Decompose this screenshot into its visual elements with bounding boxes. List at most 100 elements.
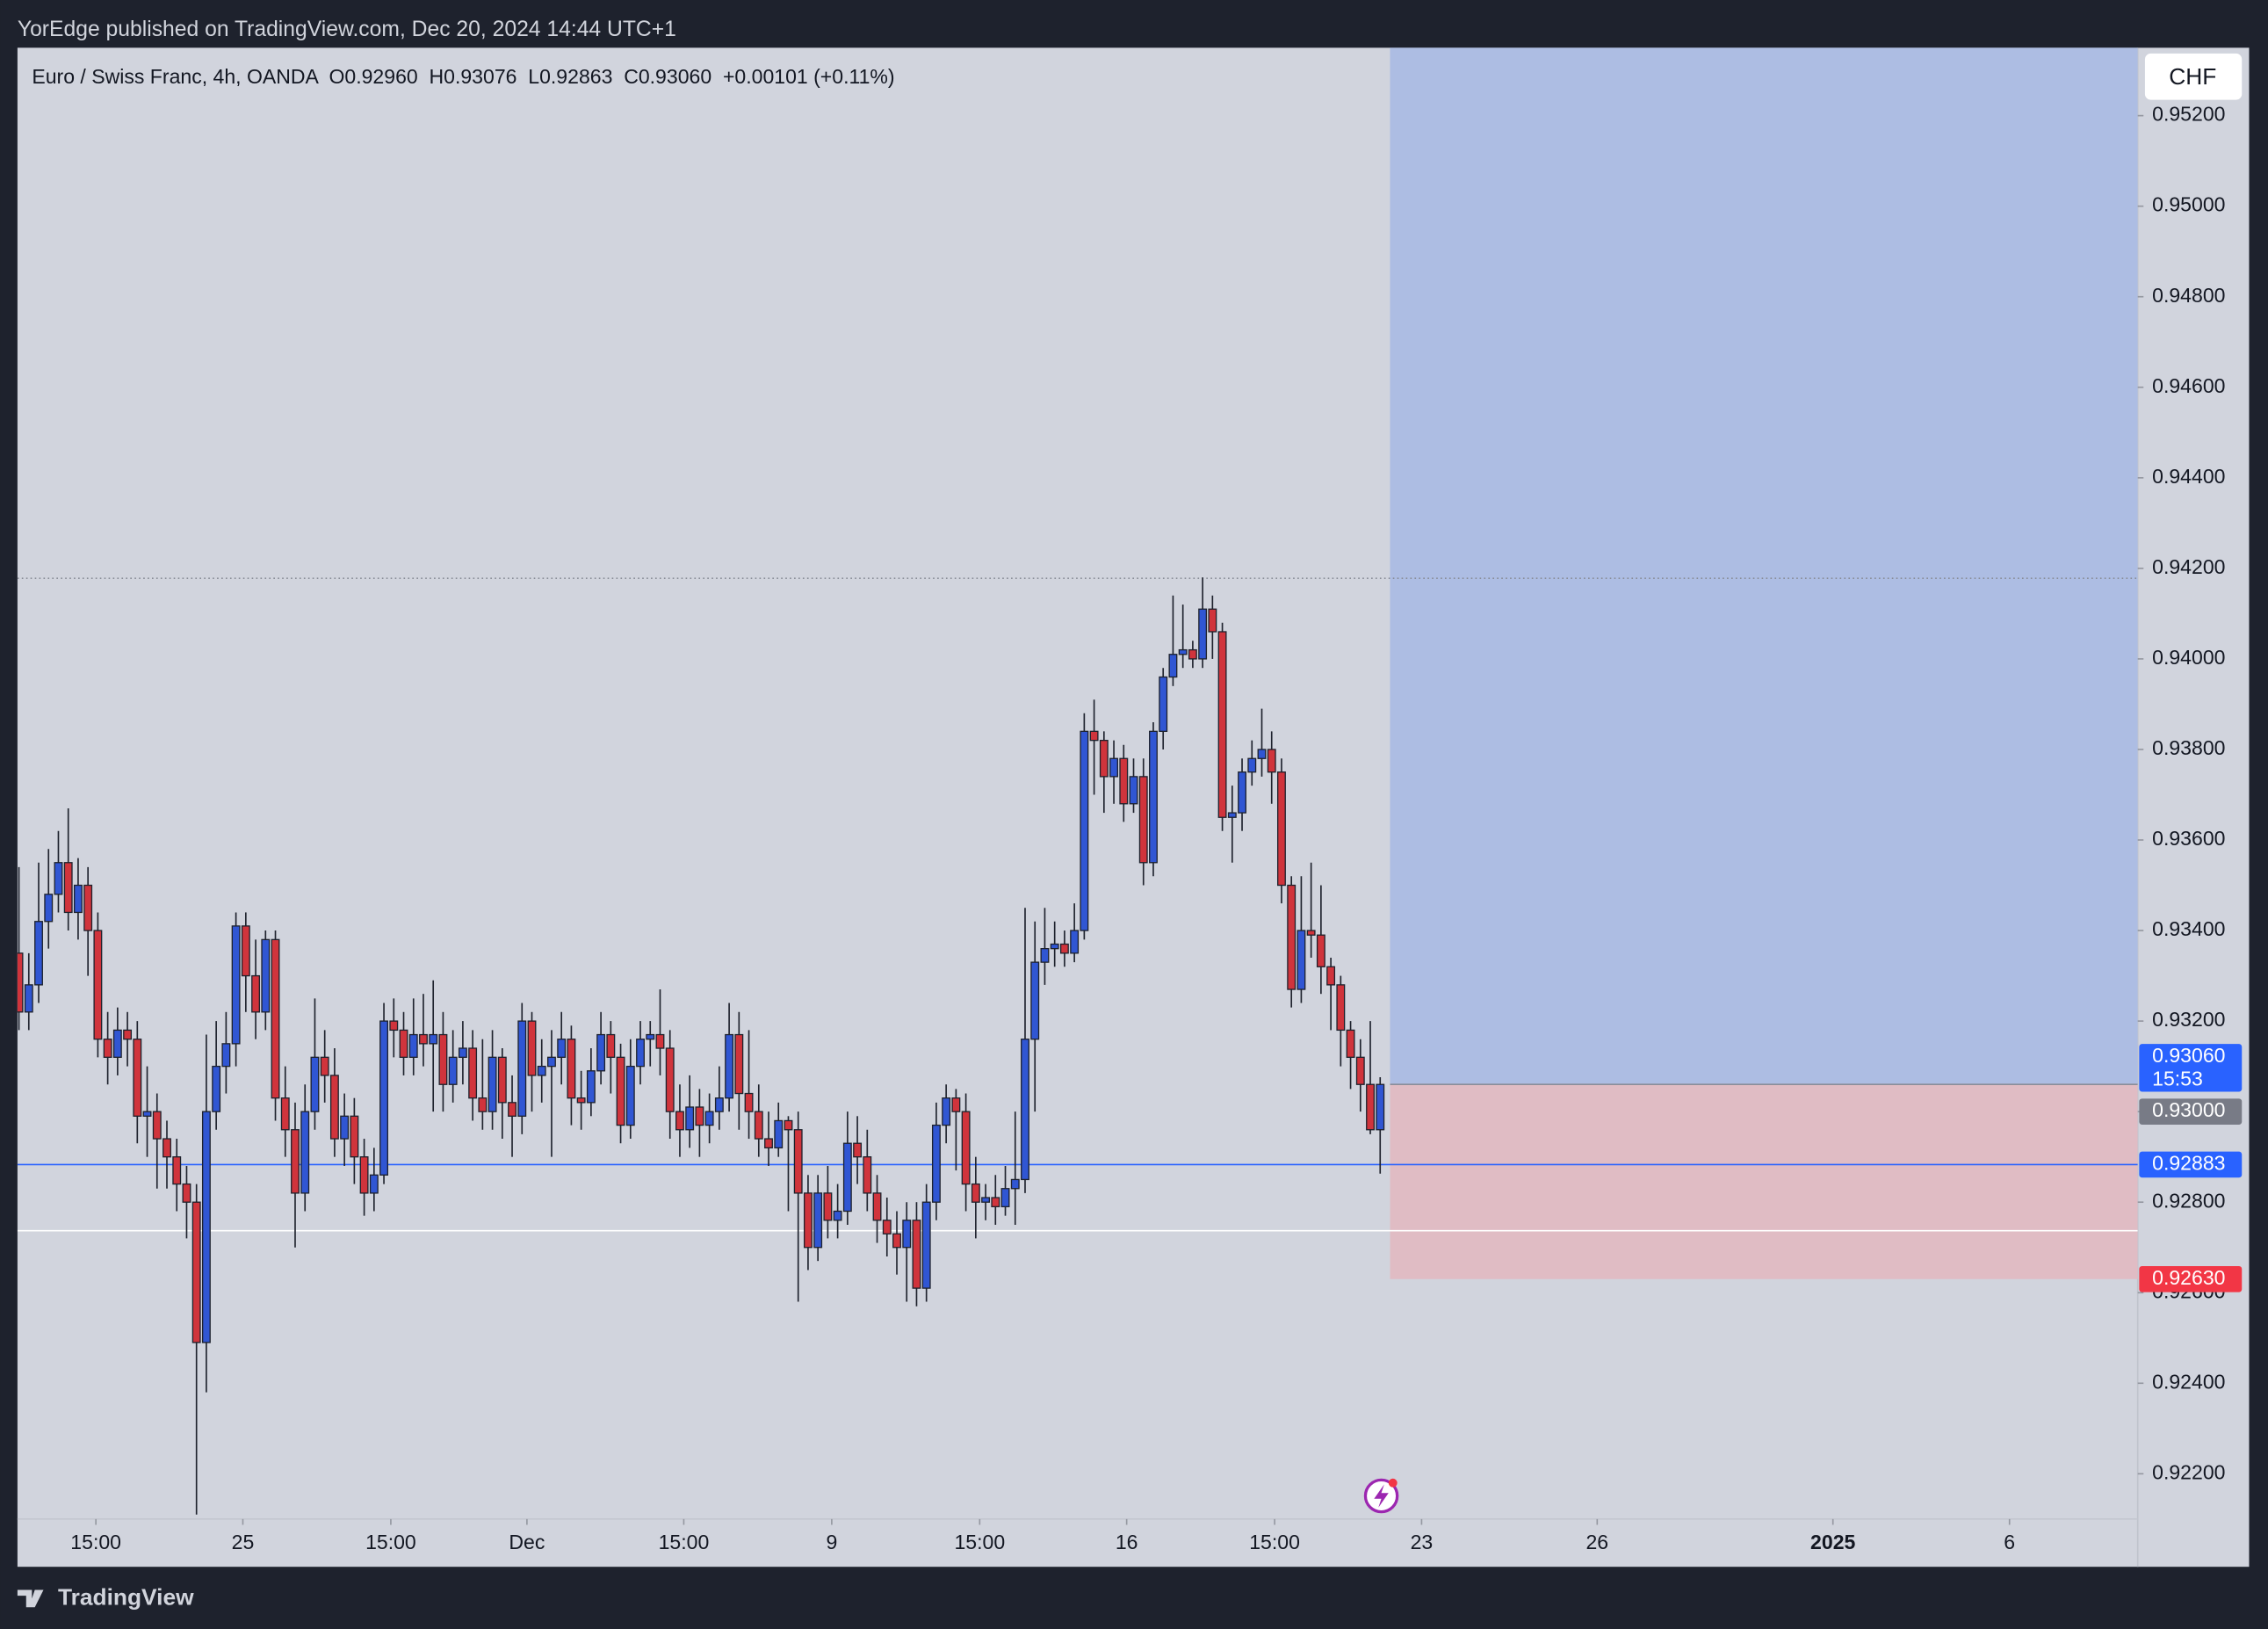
y-tick-label: 0.95000 [2152, 193, 2225, 216]
alert-icon[interactable] [1363, 1478, 1399, 1514]
candle-body [1287, 884, 1297, 990]
candle-body [261, 938, 271, 1013]
candle-body [833, 1210, 842, 1221]
candle-body [1188, 648, 1197, 660]
candle-body [17, 952, 24, 1013]
price-badge-label: 0.93000 [2152, 1098, 2225, 1121]
candle-body [725, 1033, 734, 1099]
y-tick-label: 0.94000 [2152, 646, 2225, 669]
candle-body [764, 1138, 773, 1149]
candle-body [320, 1056, 329, 1076]
candle-body [813, 1192, 823, 1249]
candle-body [823, 1192, 833, 1221]
candle-body [1257, 749, 1267, 759]
candle-body [1080, 730, 1089, 931]
candle-body [379, 1020, 388, 1176]
candle-body [1059, 943, 1069, 954]
candle-body [73, 884, 83, 914]
candle-body [1198, 608, 1208, 660]
candle-body [497, 1056, 507, 1104]
candle-body [24, 984, 33, 1013]
candle-body [784, 1119, 793, 1131]
candle-body [163, 1138, 171, 1158]
candle-body [1159, 676, 1168, 733]
candle-body [1217, 631, 1227, 818]
x-tick-label: 15:00 [1249, 1531, 1300, 1553]
plot-area [17, 47, 2138, 1515]
x-tick-label: 16 [1116, 1531, 1138, 1553]
candle-body [429, 1033, 438, 1045]
candle-body [1010, 1178, 1020, 1190]
candle-body [1297, 930, 1306, 990]
candle-body [695, 1106, 704, 1126]
candle-body [172, 1156, 182, 1185]
candle-body [488, 1056, 497, 1112]
candle-body [646, 1033, 655, 1040]
x-tick-label: 15:00 [365, 1531, 416, 1553]
candle-body [112, 1029, 122, 1058]
candle-body [1050, 943, 1059, 950]
candle-body [754, 1111, 763, 1140]
candle-body [606, 1033, 616, 1058]
candle-body [212, 1065, 221, 1112]
candle-body [1000, 1188, 1010, 1208]
candle-body [201, 1111, 211, 1343]
y-tick-label: 0.94800 [2152, 284, 2225, 307]
y-tick-label: 0.93800 [2152, 736, 2225, 759]
candle-body [714, 1097, 724, 1112]
candle-body [665, 1047, 675, 1112]
y-tick-label: 0.94200 [2152, 555, 2225, 578]
candle-body [842, 1142, 852, 1213]
candle-body [458, 1047, 467, 1058]
candle-body [942, 1097, 951, 1126]
candle-body [902, 1220, 912, 1249]
candle-body [231, 925, 241, 1045]
price-badge [2139, 1265, 2243, 1292]
candle-body [1168, 654, 1178, 678]
candle-body [527, 1020, 537, 1076]
footer-brand: TradingView [58, 1583, 194, 1610]
candle-body [1355, 1056, 1365, 1085]
candle-body [892, 1233, 901, 1249]
x-tick-label: 15:00 [659, 1531, 710, 1553]
candle-body [853, 1142, 863, 1158]
candle-body [1109, 757, 1118, 778]
price-badge-label: 0.93060 [2152, 1044, 2225, 1067]
publish-header: YorEdge published on TradingView.com, De… [18, 18, 676, 41]
candle-body [408, 1033, 418, 1058]
candle-body [1376, 1083, 1385, 1131]
candle-body [191, 1201, 201, 1343]
y-tick-label: 0.92400 [2152, 1370, 2225, 1393]
candle-body [291, 1129, 300, 1194]
candle-body [1099, 739, 1109, 778]
candle-body [991, 1197, 1000, 1208]
currency-label[interactable]: CHF [2169, 63, 2216, 90]
candle-body [675, 1111, 684, 1131]
axes: 0.922000.924000.926000.928000.930000.932… [70, 103, 2243, 1553]
currency-button[interactable] [2144, 53, 2243, 100]
candle-body [547, 1056, 556, 1068]
candle-body [774, 1119, 784, 1149]
candle-body [1238, 771, 1246, 814]
candle-body [34, 921, 43, 986]
candle-body [63, 862, 73, 914]
candle-body [803, 1192, 813, 1249]
candle-body [221, 1043, 231, 1068]
candle-body [448, 1056, 458, 1085]
candle-body [625, 1065, 635, 1126]
countdown-label: 15:53 [2152, 1067, 2203, 1090]
candle-body [54, 862, 63, 895]
candle-body [1021, 1039, 1029, 1181]
candle-body [616, 1056, 625, 1126]
price-badge [2139, 1151, 2243, 1178]
candle-body [123, 1029, 133, 1040]
y-tick-label: 0.92800 [2152, 1189, 2225, 1212]
candle-body [300, 1111, 310, 1194]
candle-body [951, 1097, 961, 1112]
candle-body [931, 1124, 941, 1203]
candle-body [1070, 930, 1080, 954]
x-tick-label: 6 [2004, 1531, 2015, 1553]
candle-body [1040, 948, 1050, 963]
price-badge [2139, 1044, 2243, 1092]
price-badge [2139, 1098, 2243, 1125]
